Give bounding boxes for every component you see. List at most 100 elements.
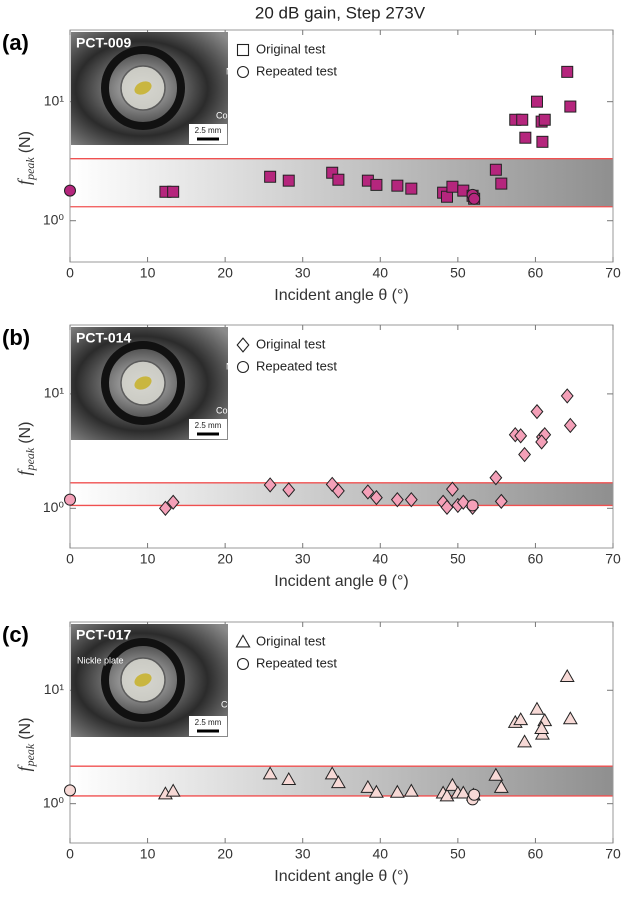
y-tick-label: 10⁰ (43, 499, 65, 515)
data-point (456, 494, 470, 510)
inset-annotation: Nickle plate (226, 361, 273, 371)
data-point (391, 179, 404, 192)
plot-frame (69, 621, 614, 844)
inset-patch (134, 81, 152, 95)
data-point (332, 173, 345, 186)
x-tick-label: 10 (140, 265, 156, 281)
data-point (370, 178, 383, 191)
data-point (495, 177, 508, 190)
y-axis-unit: (N) (17, 131, 34, 153)
data-point (534, 720, 550, 734)
data-point (529, 701, 545, 715)
legend-marker (236, 65, 250, 79)
data-point (488, 767, 504, 781)
figure-title: 20 dB gain, Step 273V (255, 3, 426, 22)
x-tick-label: 60 (528, 551, 544, 567)
x-tick-label: 40 (372, 551, 388, 567)
y-axis-symbol: f (14, 177, 34, 185)
data-point (519, 131, 532, 144)
data-point (514, 428, 528, 444)
y-axis-label: fpeak (N) (14, 422, 37, 476)
x-tick-label: 60 (528, 846, 544, 862)
data-point (562, 711, 578, 725)
data-point (403, 783, 419, 797)
x-tick-label: 20 (217, 265, 233, 281)
y-axis-unit: (N) (17, 718, 34, 740)
x-tick-label: 50 (450, 551, 466, 567)
inset-sample: PCT-014 (76, 330, 131, 346)
data-point (368, 784, 384, 798)
data-point (361, 484, 375, 500)
inset-ring (101, 341, 185, 425)
y-axis-label: fpeak (N) (14, 131, 37, 185)
x-tick-label: 40 (372, 265, 388, 281)
legend-label: Repeated test (256, 63, 337, 78)
y-axis-label: fpeak (N) (14, 718, 37, 772)
data-point (440, 190, 453, 203)
inset-ring (101, 46, 185, 130)
data-point (331, 483, 345, 499)
x-tick-label: 0 (66, 551, 74, 567)
x-tick-label: 50 (450, 846, 466, 862)
data-point (439, 788, 455, 802)
data-point (282, 482, 296, 498)
plot-frame (69, 324, 614, 549)
plot-frame (69, 29, 614, 263)
inset-annotation: Contact patch (216, 405, 272, 415)
scale-bar-label: 2.5 mm (195, 718, 222, 727)
data-point (517, 734, 533, 748)
data-point (64, 784, 76, 797)
data-point (165, 783, 181, 797)
data-point (262, 766, 278, 780)
data-point (536, 135, 549, 148)
data-point (167, 185, 180, 198)
data-point (404, 492, 418, 508)
x-tick-label: 30 (295, 551, 311, 567)
data-point (440, 499, 454, 515)
inset-annotation: Steel casing (231, 44, 280, 54)
inset-annotation: Nickle plate (226, 66, 273, 76)
y-axis-subscript: peak (23, 447, 37, 471)
data-point (489, 470, 503, 486)
x-tick-label: 70 (605, 265, 621, 281)
legend-label: Original test (256, 336, 326, 351)
x-tick-label: 0 (66, 846, 74, 862)
data-point (263, 477, 277, 493)
inset-ring (101, 638, 185, 722)
inset-sample: PCT-017 (76, 627, 131, 643)
legend-label: Original test (256, 633, 326, 648)
inset-annotation: Contact patch (216, 110, 272, 120)
data-point (518, 446, 531, 463)
data-point (64, 493, 76, 506)
data-point (64, 184, 76, 197)
legend-marker (236, 657, 250, 671)
y-tick-label: 10¹ (44, 681, 65, 697)
x-axis-label: Incident angle θ (°) (274, 573, 408, 590)
data-point (446, 180, 459, 193)
data-point (494, 493, 508, 510)
data-point (466, 499, 479, 512)
scale-bar-label: 2.5 mm (195, 421, 222, 430)
y-tick-label: 10⁰ (43, 794, 65, 810)
data-point (516, 113, 529, 126)
y-axis-subscript: peak (23, 743, 37, 767)
inset-annotation: Steel casing (236, 339, 285, 349)
legend-marker (236, 43, 250, 57)
data-point (264, 170, 277, 183)
data-point (530, 95, 543, 108)
x-tick-label: 30 (295, 846, 311, 862)
y-axis-symbol: f (14, 763, 34, 771)
x-tick-label: 30 (295, 265, 311, 281)
data-point (389, 784, 405, 798)
x-axis-label: Incident angle θ (°) (274, 287, 408, 304)
x-tick-label: 0 (66, 265, 74, 281)
panel-label: (c) (2, 622, 29, 647)
legend-marker (235, 634, 251, 648)
data-point (281, 772, 297, 786)
x-tick-label: 10 (140, 551, 156, 567)
x-axis-label: Incident angle θ (°) (274, 868, 408, 885)
panel-label: (a) (2, 30, 29, 55)
data-point (326, 166, 339, 179)
data-point (455, 785, 471, 799)
